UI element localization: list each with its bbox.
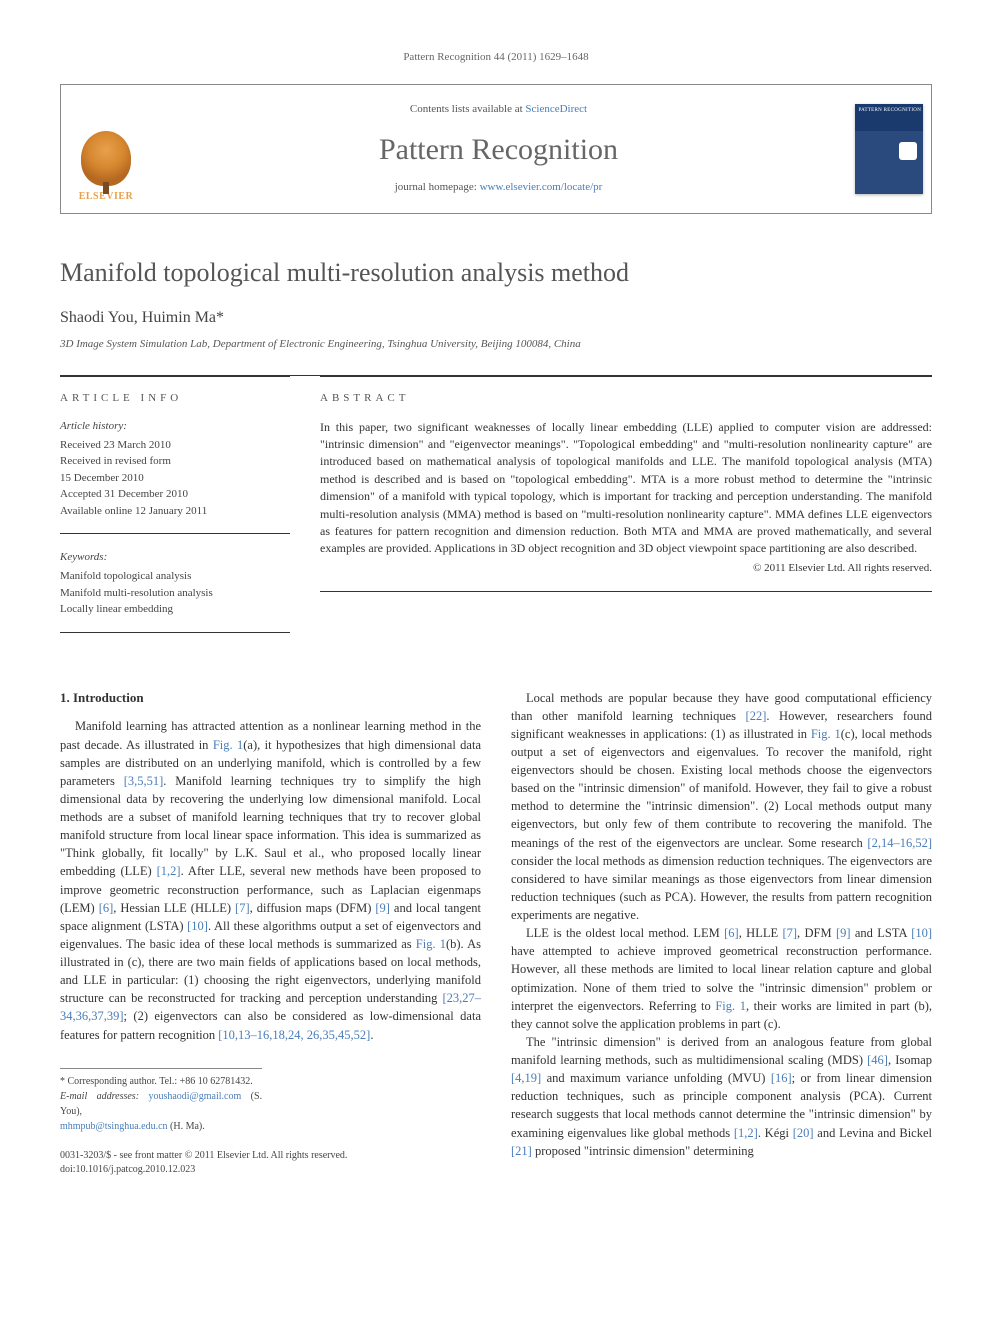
corresponding-author-note: * Corresponding author. Tel.: +86 10 627… [60, 1075, 262, 1090]
keywords-heading: Keywords: [60, 550, 290, 566]
history-received: Received 23 March 2010 [60, 437, 290, 454]
ref-21[interactable]: [21] [511, 1144, 532, 1158]
journal-reference: Pattern Recognition 44 (2011) 1629–1648 [60, 50, 932, 66]
history-revised-1: Received in revised form [60, 453, 290, 470]
right-paragraph-3: The "intrinsic dimension" is derived fro… [511, 1033, 932, 1160]
author-names: Shaodi You, Huimin Ma [60, 309, 216, 326]
doi-block: 0031-3203/$ - see front matter © 2011 El… [60, 1149, 481, 1178]
header-center: Contents lists available at ScienceDirec… [151, 85, 846, 213]
fig1-link-right-1[interactable]: Fig. 1 [811, 727, 841, 741]
journal-cover-thumbnail: PATTERN RECOGNITION [855, 104, 923, 194]
journal-name: Pattern Recognition [379, 128, 618, 172]
journal-header: ELSEVIER Contents lists available at Sci… [60, 84, 932, 214]
keywords-block: Keywords: Manifold topological analysis … [60, 550, 290, 632]
authors: Shaodi You, Huimin Ma* [60, 306, 932, 329]
ref-1-2b[interactable]: [1,2] [734, 1126, 758, 1140]
history-revised-2: 15 December 2010 [60, 470, 290, 487]
abstract-label: ABSTRACT [320, 391, 932, 407]
intro-paragraph-1: Manifold learning has attracted attentio… [60, 717, 481, 1043]
abstract-copyright: © 2011 Elsevier Ltd. All rights reserved… [320, 561, 932, 577]
sciencedirect-link[interactable]: ScienceDirect [525, 103, 587, 115]
ref-16[interactable]: [16] [771, 1071, 792, 1085]
abstract-body: In this paper, two significant weaknesse… [320, 420, 932, 556]
right-paragraph-2: LLE is the oldest local method. LEM [6],… [511, 924, 932, 1033]
ref-20[interactable]: [20] [793, 1126, 814, 1140]
cover-icon [899, 142, 917, 160]
email-addresses-line-2: mhmpub@tsinghua.edu.cn (H. Ma). [60, 1120, 262, 1135]
front-matter-line: 0031-3203/$ - see front matter © 2011 El… [60, 1149, 481, 1164]
ref-3-5-51[interactable]: [3,5,51] [124, 774, 164, 788]
ref-7[interactable]: [7] [235, 901, 250, 915]
section-heading-1: 1. Introduction [60, 689, 481, 708]
article-history-block: Article history: Received 23 March 2010 … [60, 419, 290, 534]
cover-label: PATTERN RECOGNITION [859, 107, 922, 114]
ref-6[interactable]: [6] [99, 901, 114, 915]
ref-7b[interactable]: [7] [782, 926, 797, 940]
elsevier-tree-icon [81, 131, 131, 186]
homepage-prefix: journal homepage: [395, 181, 480, 193]
email-addresses-line: E-mail addresses: youshaodi@gmail.com (S… [60, 1090, 262, 1119]
right-paragraph-1: Local methods are popular because they h… [511, 689, 932, 925]
homepage-line: journal homepage: www.elsevier.com/locat… [395, 180, 603, 196]
keyword-1: Manifold topological analysis [60, 568, 290, 585]
fig1-link-a[interactable]: Fig. 1 [213, 738, 243, 752]
ref-10[interactable]: [10] [187, 919, 208, 933]
affiliation: 3D Image System Simulation Lab, Departme… [60, 337, 932, 353]
keyword-3: Locally linear embedding [60, 601, 290, 618]
footnotes: * Corresponding author. Tel.: +86 10 627… [60, 1068, 262, 1135]
ref-1-2[interactable]: [1,2] [157, 864, 181, 878]
fig1-link-b[interactable]: Fig. 1 [416, 937, 446, 951]
history-heading: Article history: [60, 419, 290, 435]
contents-prefix: Contents lists available at [410, 103, 525, 115]
homepage-link[interactable]: www.elsevier.com/locate/pr [480, 181, 603, 193]
email-who-2: (H. Ma). [168, 1121, 205, 1132]
ref-2-14-52[interactable]: [2,14–16,52] [867, 836, 932, 850]
ref-9b[interactable]: [9] [836, 926, 851, 940]
ref-10-52[interactable]: [10,13–16,18,24, 26,35,45,52] [218, 1028, 370, 1042]
ref-46[interactable]: [46] [867, 1053, 888, 1067]
journal-cover-block: PATTERN RECOGNITION [846, 85, 931, 213]
ref-4-19[interactable]: [4,19] [511, 1071, 541, 1085]
doi-line: doi:10.1016/j.patcog.2010.12.023 [60, 1163, 481, 1178]
ref-6b[interactable]: [6] [724, 926, 739, 940]
ref-22[interactable]: [22] [746, 709, 767, 723]
article-info-column: ARTICLE INFO Article history: Received 2… [60, 376, 290, 649]
article-info-label: ARTICLE INFO [60, 391, 290, 407]
body-column-right: Local methods are popular because they h… [511, 689, 932, 1178]
publisher-logo-block: ELSEVIER [61, 85, 151, 213]
email-label: E-mail addresses: [60, 1091, 148, 1102]
ref-9[interactable]: [9] [375, 901, 390, 915]
keyword-2: Manifold multi-resolution analysis [60, 585, 290, 602]
fig1-link-right-2[interactable]: Fig. 1 [715, 999, 746, 1013]
email-link-1[interactable]: youshaodi@gmail.com [148, 1091, 241, 1102]
body-columns: 1. Introduction Manifold learning has at… [60, 689, 932, 1178]
contents-available-line: Contents lists available at ScienceDirec… [410, 102, 587, 118]
history-accepted: Accepted 31 December 2010 [60, 486, 290, 503]
email-link-2[interactable]: mhmpub@tsinghua.edu.cn [60, 1121, 168, 1132]
article-title: Manifold topological multi-resolution an… [60, 254, 932, 292]
ref-10b[interactable]: [10] [911, 926, 932, 940]
corresponding-marker: * [216, 309, 224, 326]
body-column-left: 1. Introduction Manifold learning has at… [60, 689, 481, 1178]
history-online: Available online 12 January 2011 [60, 503, 290, 520]
abstract-column: ABSTRACT In this paper, two significant … [320, 376, 932, 649]
abstract-text: In this paper, two significant weaknesse… [320, 419, 932, 592]
